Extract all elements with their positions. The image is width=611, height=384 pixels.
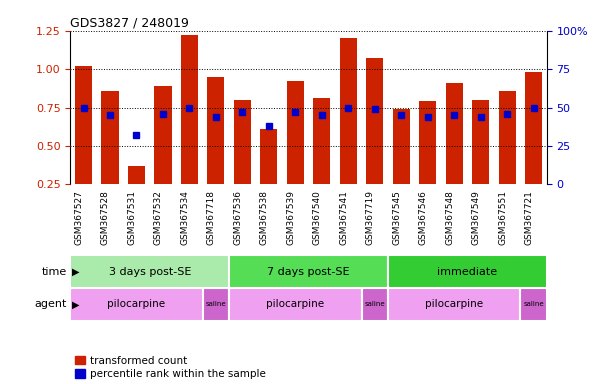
Bar [70,255,229,288]
Text: ▶: ▶ [71,299,79,310]
Bar [70,288,203,321]
Text: time: time [42,266,67,277]
Bar [260,129,277,223]
Bar [499,91,516,223]
Bar [229,255,388,288]
Bar [313,98,331,223]
Bar [445,83,463,223]
Bar [472,100,489,223]
Bar [287,81,304,223]
Bar [393,109,410,223]
Text: saline: saline [523,301,544,307]
Text: pilocarpine: pilocarpine [425,299,483,310]
Text: GSM367536: GSM367536 [233,190,243,245]
Text: GSM367545: GSM367545 [392,190,401,245]
Bar [521,288,547,321]
Bar [234,100,251,223]
Bar [525,72,542,223]
Text: 3 days post-SE: 3 days post-SE [109,266,191,277]
Text: GSM367527: GSM367527 [75,190,84,245]
Bar [362,288,388,321]
Bar [340,38,357,223]
Text: ▶: ▶ [71,266,79,277]
Text: GSM367719: GSM367719 [366,190,375,245]
Text: GSM367549: GSM367549 [472,190,481,245]
Bar [128,166,145,223]
Bar [181,35,198,223]
Bar [229,288,362,321]
Text: GSM367534: GSM367534 [180,190,189,245]
Text: agent: agent [35,299,67,310]
Text: GSM367548: GSM367548 [445,190,454,245]
Text: GSM367540: GSM367540 [313,190,322,245]
Text: saline: saline [205,301,226,307]
Text: GSM367718: GSM367718 [207,190,216,245]
Text: GSM367546: GSM367546 [419,190,428,245]
Bar [101,91,119,223]
Text: GSM367541: GSM367541 [339,190,348,245]
Text: pilocarpine: pilocarpine [266,299,324,310]
Bar [155,86,172,223]
Text: GSM367721: GSM367721 [525,190,533,245]
Bar [207,77,224,223]
Text: GSM367539: GSM367539 [287,190,295,245]
Text: GSM367531: GSM367531 [128,190,136,245]
Text: 7 days post-SE: 7 days post-SE [267,266,350,277]
Bar [366,58,383,223]
Text: pilocarpine: pilocarpine [108,299,166,310]
Bar [75,66,92,223]
Text: immediate: immediate [437,266,497,277]
Text: GSM367551: GSM367551 [498,190,507,245]
Bar [203,288,229,321]
Bar [388,255,547,288]
Text: GSM367528: GSM367528 [101,190,110,245]
Text: GSM367532: GSM367532 [154,190,163,245]
Text: GSM367538: GSM367538 [260,190,269,245]
Bar [419,101,436,223]
Text: GDS3827 / 248019: GDS3827 / 248019 [70,17,189,30]
Legend: transformed count, percentile rank within the sample: transformed count, percentile rank withi… [76,356,266,379]
Bar [388,288,521,321]
Text: saline: saline [364,301,385,307]
